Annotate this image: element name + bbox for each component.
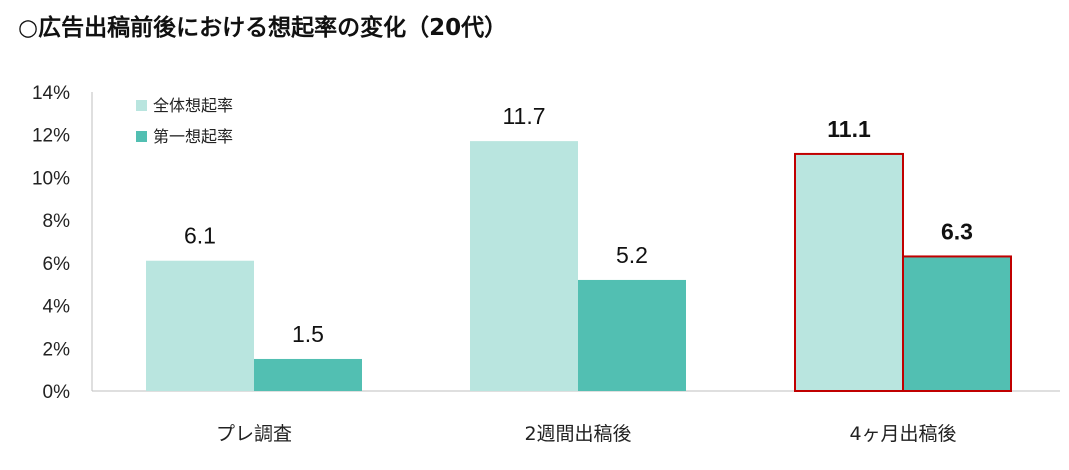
y-tick-label: 12% — [32, 126, 70, 147]
y-tick-label: 10% — [32, 168, 70, 189]
bars — [146, 141, 1012, 393]
data-labels: 6.1 1.5 11.7 5.2 11.1 6.3 — [184, 103, 973, 347]
y-tick-label: 2% — [43, 339, 71, 360]
bar-overall-recall — [146, 260, 254, 391]
x-tick-label: 2週間出稿後 — [524, 423, 631, 445]
bar-first-recall — [578, 279, 686, 391]
chart-title: ○広告出稿前後における想起率の変化（20代） — [18, 15, 508, 41]
bar-overall-recall — [470, 141, 578, 391]
legend-label: 第一想起率 — [153, 127, 233, 146]
y-tick-label: 6% — [43, 254, 71, 275]
data-label: 11.7 — [502, 103, 545, 129]
data-label: 6.1 — [184, 223, 216, 249]
data-label: 6.3 — [941, 218, 973, 244]
bar-first-recall — [902, 255, 1012, 393]
x-axis-labels: プレ調査 2週間出稿後 4ヶ月出稿後 — [216, 423, 957, 445]
y-tick-label: 14% — [32, 83, 70, 104]
x-tick-label: 4ヶ月出稿後 — [849, 423, 956, 445]
legend-swatch — [136, 131, 147, 142]
data-label: 5.2 — [616, 242, 648, 268]
bar-first-recall — [254, 358, 362, 391]
legend-swatch — [136, 100, 147, 111]
data-label: 1.5 — [292, 321, 324, 347]
x-tick-label: プレ調査 — [216, 423, 292, 445]
data-label: 11.1 — [827, 116, 871, 142]
y-tick-label: 0% — [43, 382, 71, 403]
bar-overall-recall — [794, 152, 904, 392]
y-tick-label: 4% — [43, 297, 71, 318]
legend-label: 全体想起率 — [153, 96, 233, 115]
y-tick-label: 8% — [43, 211, 71, 232]
